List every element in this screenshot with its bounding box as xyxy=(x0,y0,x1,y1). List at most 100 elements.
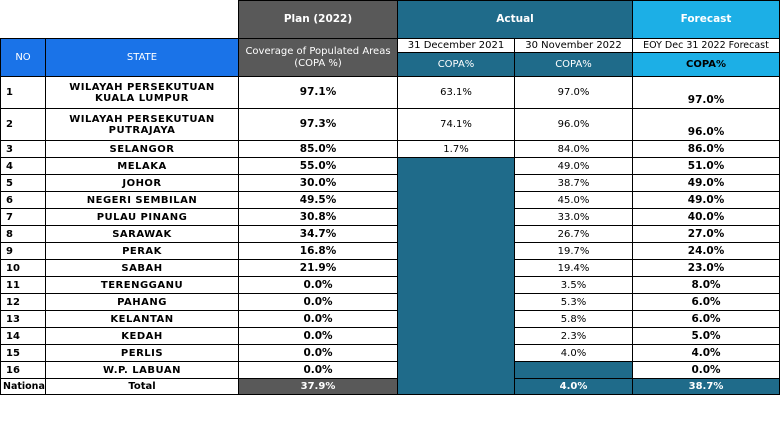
row-plan: 30.8% xyxy=(238,208,398,226)
row-forecast: 0.0% xyxy=(632,361,780,379)
row-nov-2022: 5.8% xyxy=(514,310,633,328)
plan-header: Plan (2022) xyxy=(238,0,398,39)
row-nov-2022: 97.0% xyxy=(514,76,633,109)
row-no: 9 xyxy=(0,242,46,260)
blank-cell xyxy=(45,0,239,39)
copa-table: Plan (2022) Actual Forecast NO STATE Cov… xyxy=(0,0,780,395)
row-no: 5 xyxy=(0,174,46,192)
row-plan: 49.5% xyxy=(238,191,398,209)
row-forecast: 24.0% xyxy=(632,242,780,260)
table-row: 1 WILAYAH PERSEKUTUAN KUALA LUMPUR 97.1% 63… xyxy=(0,76,780,109)
row-no: 1 xyxy=(0,76,46,109)
table-row: 11 TERENGGANU 0.0% 3.5% 8.0% xyxy=(0,276,780,294)
row-plan: 85.0% xyxy=(238,140,398,158)
row-plan: 55.0% xyxy=(238,157,398,175)
table-row: 16 W.P. LABUAN 0.0% 0.0% xyxy=(0,361,780,379)
row-nov-2022: 19.7% xyxy=(514,242,633,260)
actual-teal-block xyxy=(397,157,515,395)
table-row: 14 KEDAH 0.0% 2.3% 5.0% xyxy=(0,327,780,345)
row-no: 8 xyxy=(0,225,46,243)
row-no: 2 xyxy=(0,108,46,141)
table-row: 7 PULAU PINANG 30.8% 33.0% 40.0% xyxy=(0,208,780,226)
row-plan: 0.0% xyxy=(238,293,398,311)
row-plan: 34.7% xyxy=(238,225,398,243)
row-state: WILAYAH PERSEKUTUAN PUTRAJAYA xyxy=(45,108,239,141)
row-state: SARAWAK xyxy=(45,225,239,243)
row-forecast: 96.0% xyxy=(632,108,780,141)
row-nov-2022: 49.0% xyxy=(514,157,633,175)
row-state: KELANTAN xyxy=(45,310,239,328)
row-plan: 21.9% xyxy=(238,259,398,277)
row-nov-2022: 33.0% xyxy=(514,208,633,226)
row-forecast: 27.0% xyxy=(632,225,780,243)
table-row: 4 MELAKA 55.0% 49.0% 51.0% xyxy=(0,157,780,395)
state-header: STATE xyxy=(45,38,239,77)
total-nov-2022: 38.7% xyxy=(632,378,780,395)
row-plan: 97.1% xyxy=(238,76,398,109)
row-nov-2022: 45.0% xyxy=(514,191,633,209)
row-plan: 0.0% xyxy=(238,276,398,294)
total-dec-2021: 4.0% xyxy=(514,378,633,395)
row-plan: 0.0% xyxy=(238,327,398,345)
row-plan: 0.0% xyxy=(238,361,398,379)
table-row: 12 PAHANG 0.0% 5.3% 6.0% xyxy=(0,293,780,311)
row-dec-2021: 74.1% xyxy=(397,108,515,141)
row-state: SABAH xyxy=(45,259,239,277)
row-forecast: 6.0% xyxy=(632,310,780,328)
row-forecast: 4.0% xyxy=(632,344,780,362)
table-row: 9 PERAK 16.8% 19.7% 24.0% xyxy=(0,242,780,260)
row-no: 12 xyxy=(0,293,46,311)
row-plan: 16.8% xyxy=(238,242,398,260)
date-nov-2022: 30 November 2022 xyxy=(514,38,633,53)
copa-forecast-header: COPA% xyxy=(632,52,780,77)
row-forecast: 8.0% xyxy=(632,276,780,294)
actual-header: Actual xyxy=(397,0,633,39)
row-no: 3 xyxy=(0,140,46,158)
table-row: 5 JOHOR 30.0% 38.7% 49.0% xyxy=(0,174,780,192)
row-forecast: 49.0% xyxy=(632,191,780,209)
row-no: 14 xyxy=(0,327,46,345)
row-no: 16 xyxy=(0,361,46,379)
row-forecast: 6.0% xyxy=(632,293,780,311)
row-nov-2022: 2.3% xyxy=(514,327,633,345)
row-nov-2022: 84.0% xyxy=(514,140,633,158)
row-state: W.P. LABUAN xyxy=(45,361,239,379)
row-state: SELANGOR xyxy=(45,140,239,158)
row-plan: 97.3% xyxy=(238,108,398,141)
row-state: NEGERI SEMBILAN xyxy=(45,191,239,209)
row-no: 11 xyxy=(0,276,46,294)
table-row: 3 SELANGOR 85.0% 1.7% 84.0% 86.0% xyxy=(0,140,780,158)
row-dec-2021: 63.1% xyxy=(397,76,515,109)
plan-subheader: Coverage of Populated Areas (COPA %) xyxy=(238,38,398,77)
row-nov-2022: 4.0% xyxy=(514,344,633,362)
row-state: PERAK xyxy=(45,242,239,260)
row-state: PAHANG xyxy=(45,293,239,311)
copa-nov-2022-header: COPA% xyxy=(514,52,633,77)
row-forecast: 86.0% xyxy=(632,140,780,158)
no-header: NO xyxy=(0,38,46,77)
total-plan: 37.9% xyxy=(238,378,398,395)
row-forecast: 97.0% xyxy=(632,76,780,109)
blank-cell xyxy=(0,0,46,39)
row-no: 10 xyxy=(0,259,46,277)
row-nov-2022: 96.0% xyxy=(514,108,633,141)
forecast-header: Forecast xyxy=(632,0,780,39)
row-nov-2022: 38.7% xyxy=(514,174,633,192)
row-dec-2021: 1.7% xyxy=(397,140,515,158)
row-nov-2022 xyxy=(514,361,633,379)
row-state: TERENGGANU xyxy=(45,276,239,294)
row-no: 7 xyxy=(0,208,46,226)
row-plan: 0.0% xyxy=(238,344,398,362)
row-nov-2022: 19.4% xyxy=(514,259,633,277)
date-dec-2021: 31 December 2021 xyxy=(397,38,515,53)
row-state: MELAKA xyxy=(45,157,239,175)
row-no: 6 xyxy=(0,191,46,209)
row-plan: 0.0% xyxy=(238,310,398,328)
row-no: 15 xyxy=(0,344,46,362)
row-plan: 30.0% xyxy=(238,174,398,192)
row-forecast: 23.0% xyxy=(632,259,780,277)
row-forecast: 40.0% xyxy=(632,208,780,226)
row-state: PERLIS xyxy=(45,344,239,362)
row-no: 13 xyxy=(0,310,46,328)
table-row: 15 PERLIS 0.0% 4.0% 4.0% xyxy=(0,344,780,362)
